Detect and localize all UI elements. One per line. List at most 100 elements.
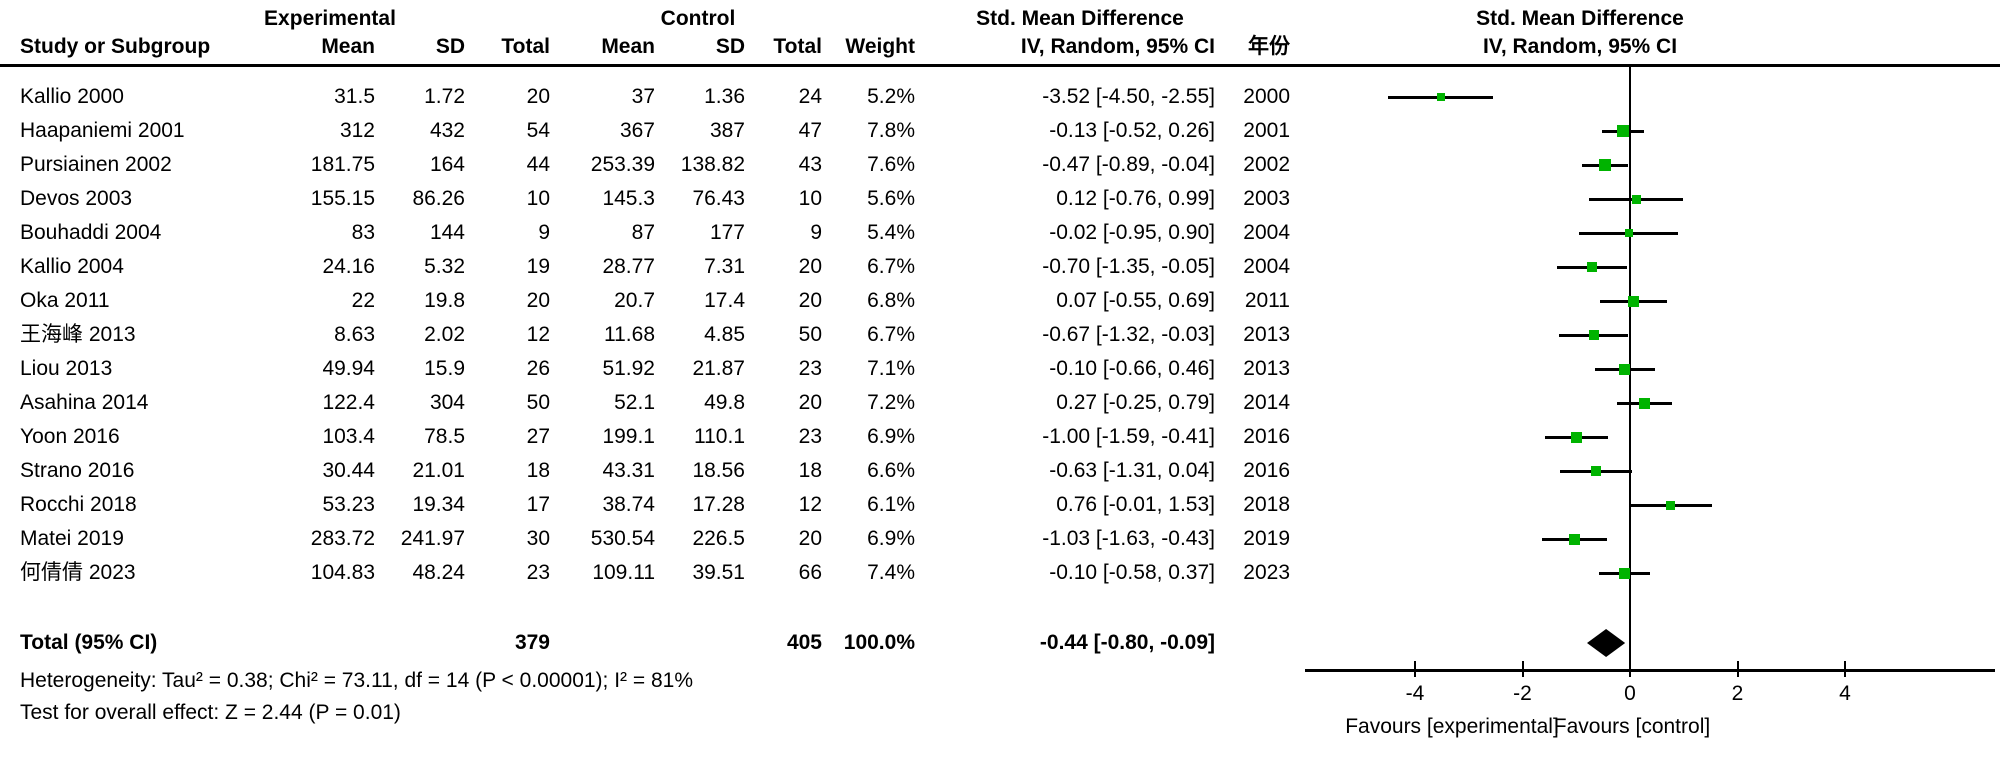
exp-sd: 15.9	[424, 357, 465, 380]
ctl-mean: 20.7	[614, 289, 655, 312]
exp-total: 20	[526, 289, 550, 312]
exp-total: 44	[526, 153, 550, 176]
year: 2016	[1243, 459, 1290, 482]
study-label: Kallio 2000	[20, 85, 124, 108]
axis-tick	[1521, 661, 1524, 677]
ctl-mean: 253.39	[590, 153, 655, 176]
weight: 7.2%	[867, 391, 915, 414]
weight: 100.0%	[843, 631, 915, 654]
exp-mean: 83	[351, 221, 375, 244]
pooled-diamond	[1587, 629, 1626, 657]
year: 2004	[1243, 255, 1290, 278]
smd-ci-text: -0.10 [-0.66, 0.46]	[1049, 357, 1215, 380]
ctl-mean: 367	[619, 119, 655, 142]
year: 2014	[1243, 391, 1290, 414]
ctl-total: 47	[798, 119, 822, 142]
exp-mean: 31.5	[334, 85, 375, 108]
effect-square	[1588, 330, 1599, 340]
ctl-sd: 138.82	[680, 153, 745, 176]
exp-mean: 22	[351, 289, 375, 312]
weight: 5.4%	[867, 221, 915, 244]
year: 2000	[1243, 85, 1290, 108]
exp-sd: 2.02	[424, 323, 465, 346]
exp-total: 12	[526, 323, 550, 346]
ctl-sd: 4.85	[704, 323, 745, 346]
header-rule	[0, 64, 2000, 67]
ctl-mean: 109.11	[592, 561, 655, 584]
weight: 5.2%	[867, 85, 915, 108]
ctl-total: 24	[798, 85, 822, 108]
year: 2019	[1243, 527, 1290, 550]
exp-total: 379	[514, 631, 550, 654]
group-header-control: Control	[660, 7, 736, 30]
ctl-total: 23	[798, 357, 822, 380]
ctl-mean: 37	[631, 85, 655, 108]
favours-experimental-label: Favours [experimental]	[1345, 715, 1559, 738]
weight: 6.7%	[867, 255, 915, 278]
exp-mean: 53.23	[322, 493, 375, 516]
smd-ci-text: -1.03 [-1.63, -0.43]	[1042, 527, 1215, 550]
weight: 6.9%	[867, 425, 915, 448]
exp-total: 18	[526, 459, 550, 482]
exp-mean: 122.4	[322, 391, 375, 414]
axis-tick	[1844, 661, 1846, 677]
ctl-total: 43	[798, 153, 822, 176]
weight: 7.8%	[867, 119, 915, 142]
year: 2013	[1243, 357, 1290, 380]
weight: 6.6%	[867, 459, 915, 482]
smd-ci-text: -0.67 [-1.32, -0.03]	[1042, 323, 1215, 346]
exp-mean: 312	[339, 119, 375, 142]
exp-mean: 8.63	[334, 323, 375, 346]
ctl-mean: 11.68	[604, 323, 655, 346]
col-header-exp-total: Total	[501, 35, 550, 58]
study-label: Bouhaddi 2004	[20, 221, 162, 244]
exp-mean: 155.15	[310, 187, 375, 210]
study-label: Total (95% CI)	[20, 631, 158, 654]
study-label: Haapaniemi 2001	[20, 119, 185, 142]
axis-tick-label: -4	[1405, 682, 1425, 705]
smd-ci-text: 0.12 [-0.76, 0.99]	[1056, 187, 1215, 210]
weight: 7.6%	[867, 153, 915, 176]
effect-square	[1619, 363, 1631, 375]
exp-total: 30	[526, 527, 550, 550]
col-header-ctl-total: Total	[773, 35, 822, 58]
year: 2004	[1243, 221, 1290, 244]
x-axis-line	[1305, 669, 1995, 672]
ctl-total: 10	[798, 187, 822, 210]
ctl-total: 405	[786, 631, 822, 654]
plot-iv-ci-subtitle: IV, Random, 95% CI	[1482, 35, 1678, 58]
ctl-mean: 199.1	[602, 425, 655, 448]
study-label: 何倩倩 2023	[20, 561, 136, 584]
ctl-total: 20	[798, 289, 822, 312]
ctl-total: 66	[798, 561, 822, 584]
exp-total: 19	[526, 255, 550, 278]
smd-ci-text: -0.70 [-1.35, -0.05]	[1042, 255, 1215, 278]
study-label: Rocchi 2018	[20, 493, 137, 516]
exp-total: 10	[526, 187, 550, 210]
exp-total: 17	[526, 493, 550, 516]
ctl-mean: 530.54	[590, 527, 655, 550]
col-header-ctl-sd: SD	[715, 35, 745, 58]
effect-square	[1631, 194, 1641, 204]
effect-square	[1591, 466, 1602, 476]
year: 2011	[1244, 289, 1290, 312]
effect-square	[1639, 397, 1650, 409]
ctl-sd: 39.51	[692, 561, 745, 584]
exp-sd: 241.97	[400, 527, 465, 550]
ctl-sd: 21.87	[692, 357, 745, 380]
col-header-iv-ci: IV, Random, 95% CI	[1020, 35, 1215, 58]
exp-sd: 304	[429, 391, 465, 414]
exp-mean: 283.72	[310, 527, 375, 550]
study-label: Strano 2016	[20, 459, 135, 482]
group-header-experimental: Experimental	[264, 7, 396, 30]
effect-square	[1617, 125, 1629, 137]
weight: 7.1%	[867, 357, 915, 380]
ctl-total: 20	[798, 527, 822, 550]
table-smd-title: Std. Mean Difference	[976, 7, 1184, 30]
smd-ci-text: -0.63 [-1.31, 0.04]	[1049, 459, 1215, 482]
exp-mean: 49.94	[322, 357, 375, 380]
effect-square	[1570, 431, 1582, 443]
exp-mean: 181.75	[310, 153, 375, 176]
weight: 6.7%	[867, 323, 915, 346]
col-header-exp-sd: SD	[435, 35, 465, 58]
